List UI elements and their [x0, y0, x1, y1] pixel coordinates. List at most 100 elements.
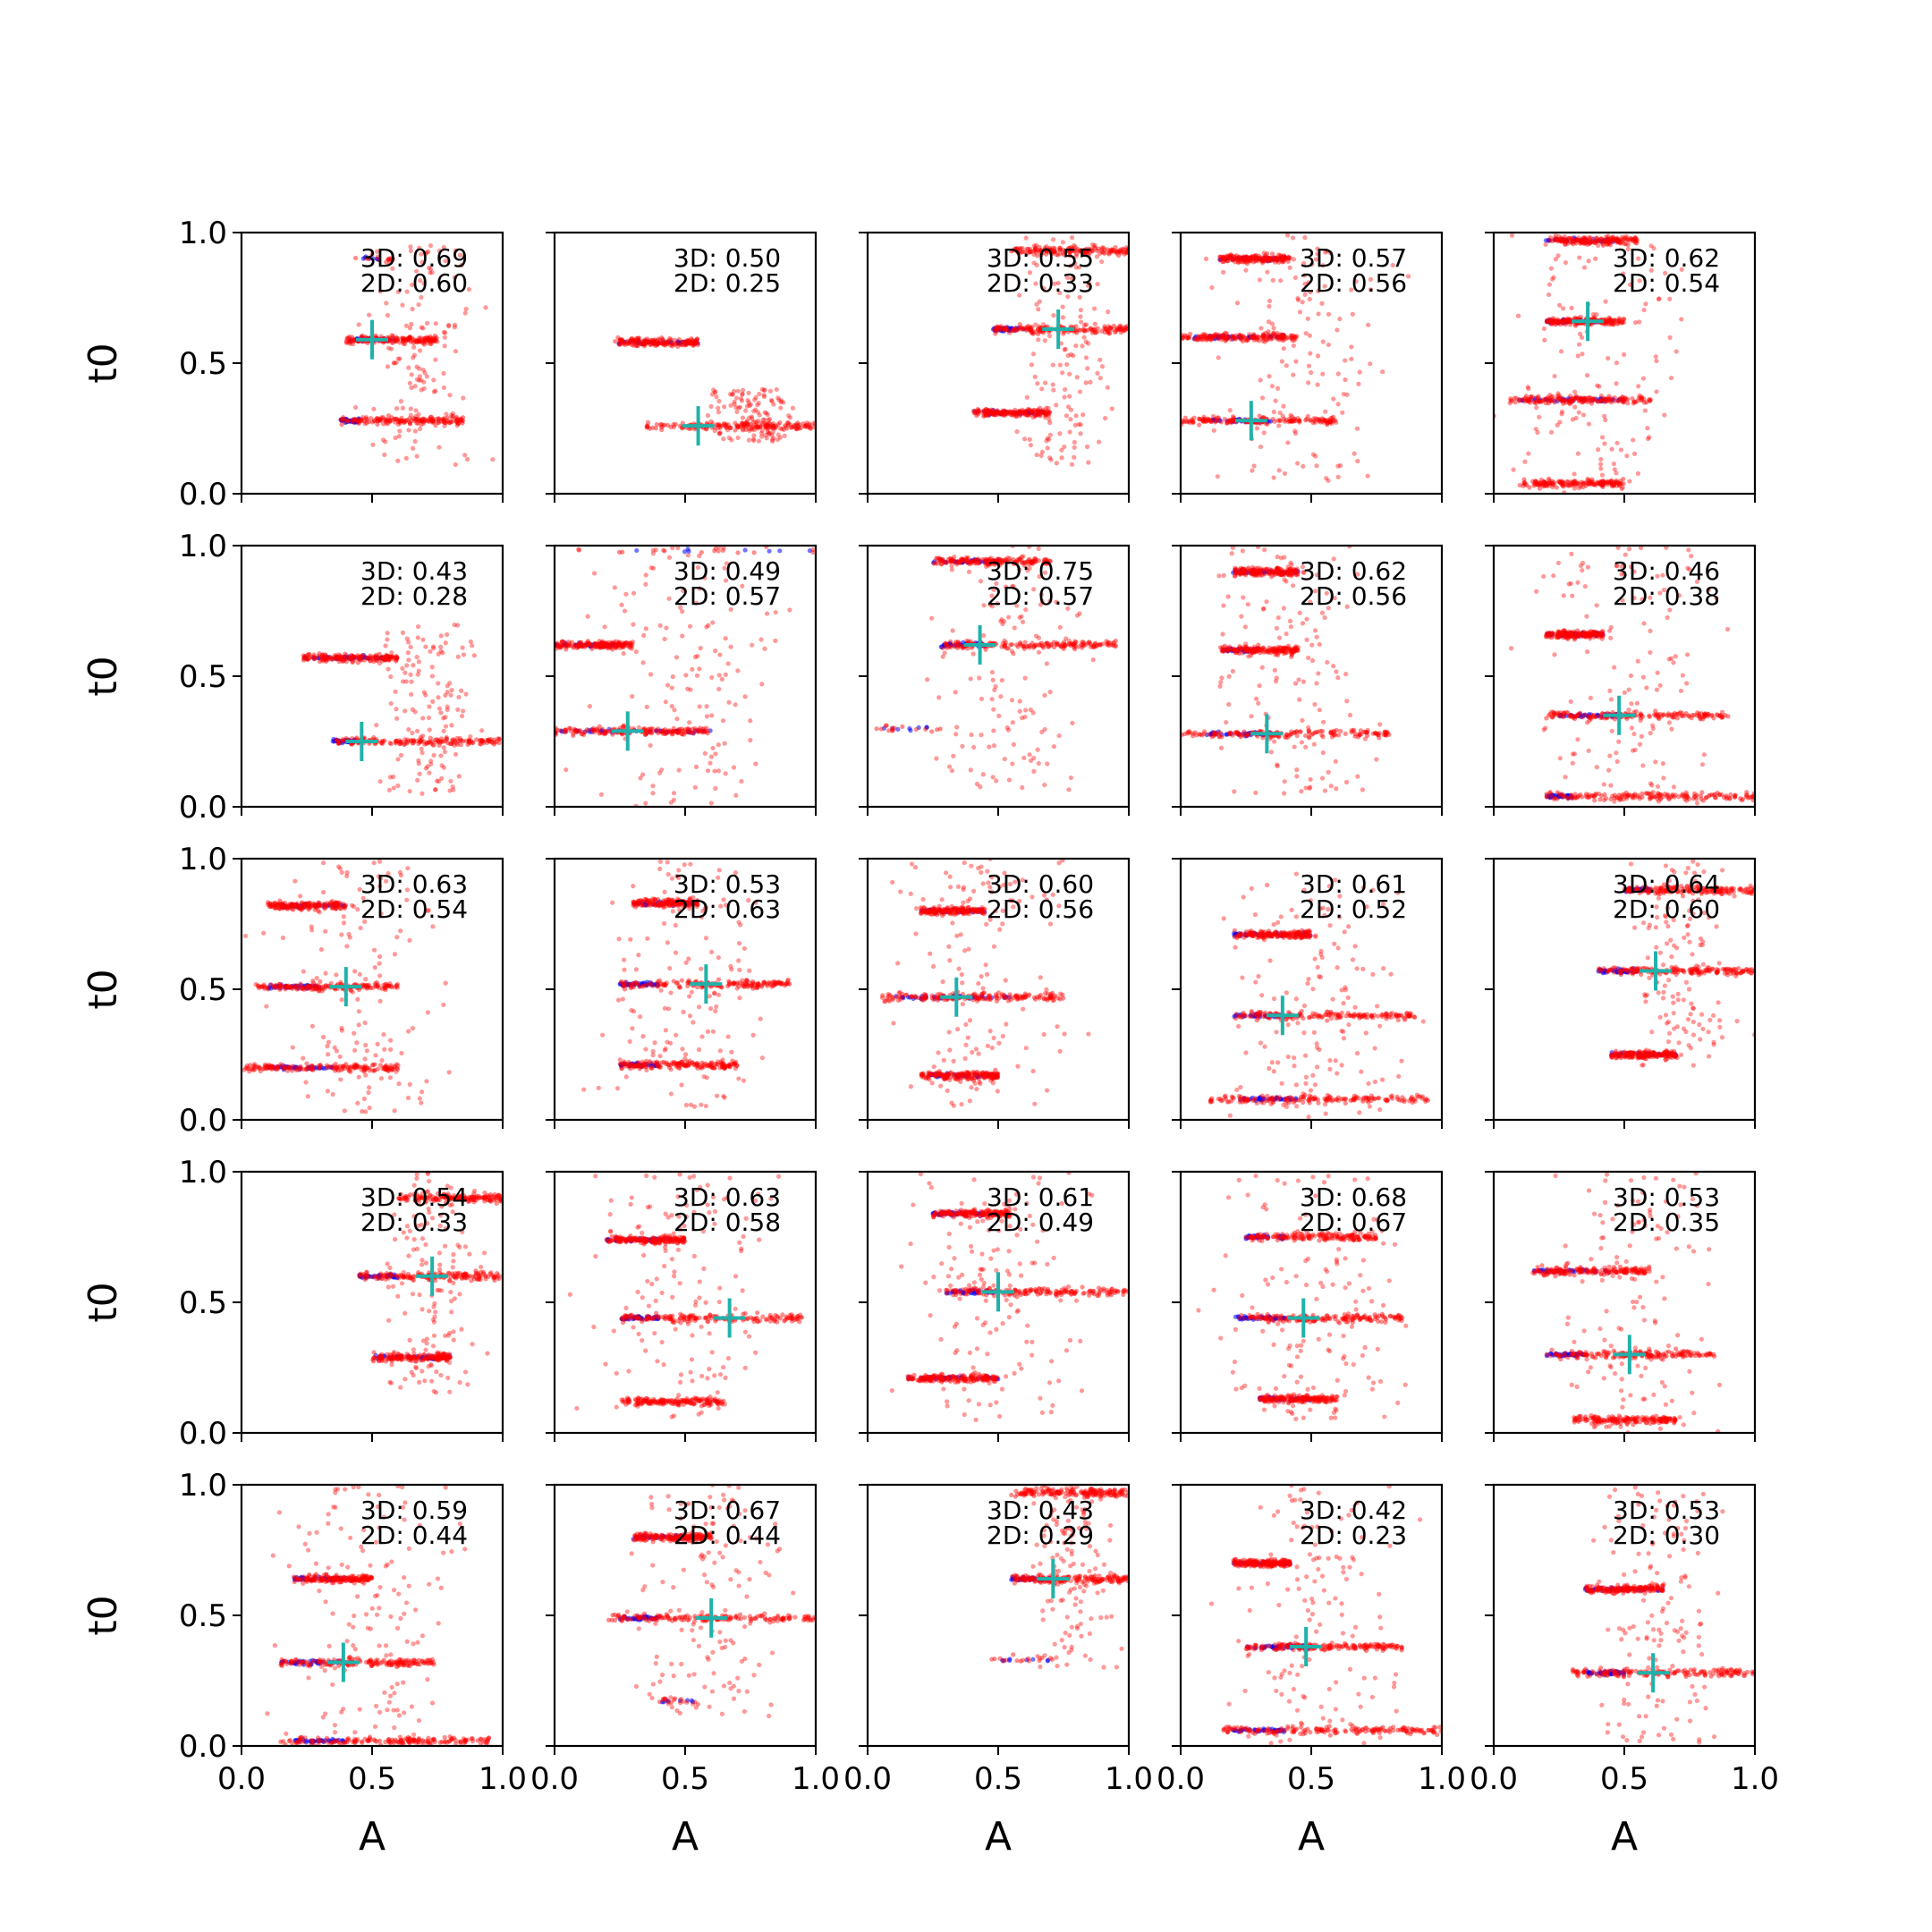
- red-point: [739, 420, 745, 426]
- red-point: [686, 338, 691, 343]
- red-point: [1323, 409, 1328, 414]
- red-point: [1047, 245, 1053, 250]
- red-point: [396, 419, 402, 425]
- red-point: [1073, 265, 1079, 270]
- red-point: [1052, 281, 1057, 286]
- red-point: [457, 418, 463, 423]
- red-point: [421, 690, 427, 695]
- red-point: [404, 337, 410, 343]
- red-point: [394, 406, 400, 411]
- red-point: [1356, 381, 1361, 386]
- red-point: [1050, 237, 1056, 242]
- red-point: [1030, 352, 1037, 357]
- red-point: [626, 341, 631, 346]
- red-point: [591, 571, 597, 576]
- red-point: [971, 411, 977, 416]
- red-point: [1002, 411, 1007, 417]
- red-point: [660, 341, 665, 346]
- red-point: [409, 418, 414, 423]
- red-point: [400, 302, 405, 308]
- red-point: [732, 399, 737, 404]
- red-point: [1639, 397, 1644, 402]
- red-point: [717, 425, 723, 430]
- red-point: [747, 428, 752, 434]
- red-point: [412, 709, 418, 715]
- red-point: [1044, 244, 1049, 250]
- red-point: [402, 341, 408, 347]
- red-point: [1046, 411, 1051, 417]
- blue-point: [1244, 255, 1250, 260]
- red-point: [732, 402, 737, 407]
- red-point: [987, 409, 992, 415]
- red-point: [410, 282, 415, 288]
- red-point: [370, 657, 377, 662]
- red-point: [712, 390, 717, 395]
- red-point: [1044, 409, 1049, 414]
- red-point: [771, 423, 776, 428]
- red-point: [464, 456, 470, 462]
- red-point: [1046, 412, 1052, 419]
- red-point: [1204, 333, 1209, 338]
- red-point: [343, 653, 349, 658]
- red-point: [386, 413, 392, 419]
- red-point: [1017, 409, 1022, 414]
- red-point: [683, 341, 689, 346]
- red-point: [1234, 301, 1241, 306]
- red-point: [1212, 333, 1217, 339]
- red-point: [1250, 335, 1255, 340]
- red-point: [669, 341, 675, 346]
- red-point: [1228, 336, 1234, 343]
- red-point: [411, 663, 416, 668]
- red-point: [1237, 332, 1242, 338]
- red-point: [755, 410, 761, 415]
- red-point: [1069, 276, 1074, 282]
- red-point: [783, 423, 788, 428]
- red-point: [1253, 335, 1258, 341]
- red-point: [748, 718, 753, 724]
- red-point: [1088, 379, 1093, 385]
- red-point: [397, 418, 403, 423]
- red-point: [1045, 436, 1050, 441]
- red-point: [1297, 309, 1303, 315]
- red-point: [618, 338, 623, 343]
- red-point: [458, 416, 463, 421]
- red-point: [1024, 412, 1030, 418]
- red-point: [742, 694, 748, 699]
- red-point: [379, 741, 385, 746]
- red-point: [1038, 326, 1043, 332]
- red-point: [1207, 419, 1212, 424]
- red-point: [557, 728, 563, 733]
- red-point: [754, 420, 759, 426]
- red-point: [1030, 331, 1036, 336]
- red-point: [1217, 254, 1223, 259]
- red-point: [665, 422, 671, 428]
- red-point: [416, 335, 421, 341]
- red-point: [735, 668, 741, 674]
- red-point: [1199, 336, 1204, 342]
- red-point: [631, 338, 637, 343]
- red-point: [753, 424, 758, 429]
- red-point: [1262, 258, 1267, 264]
- red-point: [649, 337, 655, 343]
- red-point: [402, 337, 407, 343]
- red-point: [1226, 334, 1232, 340]
- blue-point: [1216, 417, 1222, 422]
- red-point: [386, 338, 392, 343]
- red-point: [712, 428, 717, 434]
- red-point: [735, 388, 741, 394]
- red-point: [1627, 479, 1632, 484]
- red-point: [1036, 407, 1041, 412]
- red-point: [1197, 417, 1203, 422]
- red-point: [383, 417, 388, 422]
- red-point: [1217, 254, 1223, 259]
- red-point: [740, 387, 746, 393]
- blue-point: [1196, 335, 1201, 341]
- red-point: [463, 691, 469, 697]
- red-point: [1057, 248, 1063, 253]
- red-point: [1620, 485, 1625, 490]
- blue-point: [1040, 410, 1046, 415]
- red-point: [1278, 335, 1284, 341]
- red-point: [410, 335, 415, 341]
- blue-point: [1233, 256, 1238, 262]
- red-point: [644, 340, 649, 345]
